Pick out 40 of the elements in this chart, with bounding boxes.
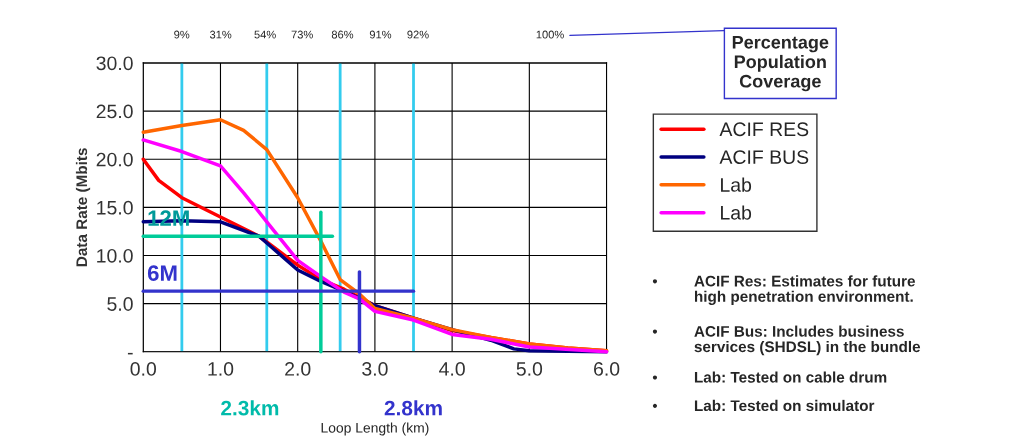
text: 73% (291, 30, 313, 39)
legend-label: ACIF BUS (719, 150, 809, 164)
text: ACIF Res: Estimates for future high penetration environment. (694, 275, 915, 305)
text: Lab: Tested on cable drum (694, 371, 887, 383)
legend-label: ACIF RES (719, 122, 809, 137)
text: 92% (407, 30, 429, 39)
x-tick-label: 2.0 (285, 362, 311, 376)
text: Percentage Population Coverage (732, 36, 829, 92)
y-tick-label: 20.0 (96, 152, 133, 167)
y-axis-title: Data Rate (Mbits (75, 148, 91, 267)
x-tick-label: 0.0 (130, 362, 157, 376)
x-tick-label: 3.0 (362, 362, 388, 376)
legend-label: Lab (721, 177, 752, 192)
text: 2.3km (221, 400, 279, 416)
x-tick-label: 1.0 (208, 362, 234, 376)
text: 2.8km (384, 400, 442, 416)
y-tick-label: 15.0 (97, 200, 133, 215)
text: ACIF Bus: Includes business services (SHDSL) in the bundle (694, 325, 921, 356)
y-tick-label: 25.0 (96, 104, 133, 119)
x-tick-label: 4.0 (439, 362, 465, 376)
text: 86% (331, 30, 354, 39)
text: 9% (174, 30, 190, 39)
x-tick-label: 6.0 (594, 362, 620, 376)
text: • (652, 279, 658, 284)
x-axis-title: Loop Length (km) (321, 422, 429, 436)
text: • (652, 375, 658, 380)
annotation: 6M (147, 265, 177, 281)
text: • (652, 403, 658, 408)
y-tick-label: 5.0 (107, 297, 133, 311)
legend-label: Lab (721, 205, 752, 220)
text: • (652, 329, 658, 334)
x-tick-label: 5.0 (516, 362, 543, 376)
y-tick-label: 10.0 (97, 248, 133, 263)
text: 100% (536, 30, 564, 39)
text: 54% (254, 30, 276, 39)
y-tick-label: 30.0 (96, 56, 133, 71)
y-tick-label: - (127, 352, 133, 355)
text: Lab: Tested on simulator (694, 399, 875, 412)
text: 91% (369, 30, 392, 39)
text: 31% (209, 30, 232, 39)
